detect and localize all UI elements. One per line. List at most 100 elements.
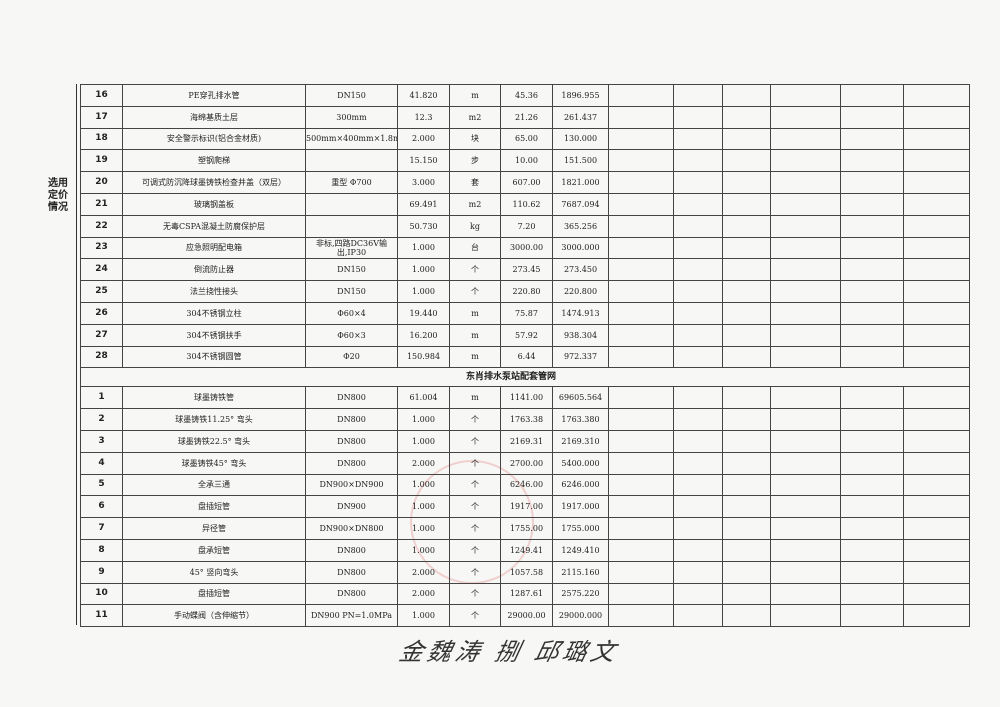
total: 2115.160 [552, 560, 609, 584]
table-row: 2 球墨铸铁11.25° 弯头 DN800 1.000 个 1763.38 1763.380 [80, 408, 970, 431]
empty-cell [770, 323, 841, 347]
unit: 个 [449, 473, 501, 497]
empty-cell [673, 451, 723, 475]
empty-cell [840, 105, 904, 129]
quantity: 3.000 [397, 171, 450, 194]
empty-cell [722, 236, 771, 260]
total: 130.000 [552, 127, 609, 151]
item-no: 16 [80, 84, 123, 107]
item-name: 倒流防止器 [122, 258, 306, 282]
item-name: 玻璃钢盖板 [122, 192, 306, 216]
unit-price: 273.45 [500, 258, 553, 282]
empty-cell [903, 408, 970, 431]
empty-cell [722, 538, 771, 562]
quantity: 2.000 [397, 127, 450, 151]
empty-cell [840, 495, 904, 519]
item-no: 25 [80, 280, 123, 303]
empty-cell [722, 171, 771, 194]
item-name: 球墨铸铁45° 弯头 [122, 451, 306, 475]
quantity: 61.004 [397, 386, 450, 410]
empty-cell [903, 323, 970, 347]
empty-cell [673, 408, 723, 431]
empty-cell [770, 171, 841, 194]
empty-cell [840, 451, 904, 475]
empty-cell [770, 386, 841, 410]
empty-cell [673, 192, 723, 216]
unit: 个 [449, 280, 501, 303]
quantity: 19.440 [397, 301, 450, 325]
quantity: 15.150 [397, 149, 450, 173]
empty-cell [722, 429, 771, 453]
total: 1763.380 [552, 408, 609, 431]
item-name: 海绵基质土层 [122, 105, 306, 129]
item-name: 304不锈钢立柱 [122, 301, 306, 325]
empty-cell [770, 495, 841, 519]
unit: m [449, 386, 501, 410]
empty-cell [673, 214, 723, 238]
item-no: 1 [80, 386, 123, 410]
empty-cell [673, 127, 723, 151]
empty-cell [770, 236, 841, 260]
unit: 个 [449, 451, 501, 475]
item-name: 法兰挠性接头 [122, 280, 306, 303]
quantity: 1.000 [397, 236, 450, 260]
spec: 重型 Φ700 [305, 171, 398, 194]
empty-cell [770, 604, 841, 628]
empty-cell [770, 301, 841, 325]
table-row: 1 球墨铸铁管 DN800 61.004 m 1141.00 69605.564 [80, 386, 970, 410]
unit-price: 1917.00 [500, 495, 553, 519]
quantity: 69.491 [397, 192, 450, 216]
total: 2169.310 [552, 429, 609, 453]
unit: kg [449, 214, 501, 238]
item-no: 2 [80, 408, 123, 431]
empty-cell [673, 582, 723, 606]
empty-cell [722, 345, 771, 369]
empty-cell [673, 236, 723, 260]
empty-cell [673, 495, 723, 519]
empty-cell [608, 408, 674, 431]
unit-price: 29000.00 [500, 604, 553, 628]
item-no: 6 [80, 495, 123, 519]
spec: Φ20 [305, 345, 398, 369]
unit: m [449, 345, 501, 369]
empty-cell [840, 214, 904, 238]
unit: m [449, 301, 501, 325]
empty-cell [722, 604, 771, 628]
empty-cell [608, 495, 674, 519]
empty-cell [840, 429, 904, 453]
empty-cell [673, 560, 723, 584]
unit: 个 [449, 258, 501, 282]
table-row: 18安全警示标识(铝合金材质)500mm×400mm×1.8mm2.000块65… [80, 127, 970, 151]
quantity: 1.000 [397, 280, 450, 303]
unit-price: 1755.00 [500, 517, 553, 540]
empty-cell [840, 149, 904, 173]
empty-cell [903, 236, 970, 260]
empty-cell [722, 105, 771, 129]
unit: m2 [449, 192, 501, 216]
empty-cell [673, 538, 723, 562]
empty-cell [608, 236, 674, 260]
table-row: 20 可调式防沉降球墨铸铁检查井盖（双层） 重型 Φ700 3.000 套 607.00 1… [80, 171, 970, 194]
unit: 个 [449, 408, 501, 431]
item-name: 可调式防沉降球墨铸铁检查井盖（双层） [122, 171, 306, 194]
empty-cell [722, 560, 771, 584]
unit-price: 57.92 [500, 323, 553, 347]
table-row: 9 45° 竖向弯头 DN800 2.000 个 1057.58 2115.160 [80, 560, 970, 584]
unit-price: 607.00 [500, 171, 553, 194]
total: 220.800 [552, 280, 609, 303]
empty-cell [840, 560, 904, 584]
empty-cell [608, 192, 674, 216]
empty-cell [608, 301, 674, 325]
spec [305, 149, 398, 173]
empty-cell [770, 408, 841, 431]
empty-cell [770, 192, 841, 216]
empty-cell [770, 149, 841, 173]
table-row: 24 倒流防止器 DN150 1.000 个 273.45 273.450 [80, 258, 970, 282]
empty-cell [840, 171, 904, 194]
spec: DN800 [305, 408, 398, 431]
empty-cell [722, 280, 771, 303]
empty-cell [840, 345, 904, 369]
empty-cell [722, 323, 771, 347]
unit-price: 65.00 [500, 127, 553, 151]
unit: 个 [449, 429, 501, 453]
